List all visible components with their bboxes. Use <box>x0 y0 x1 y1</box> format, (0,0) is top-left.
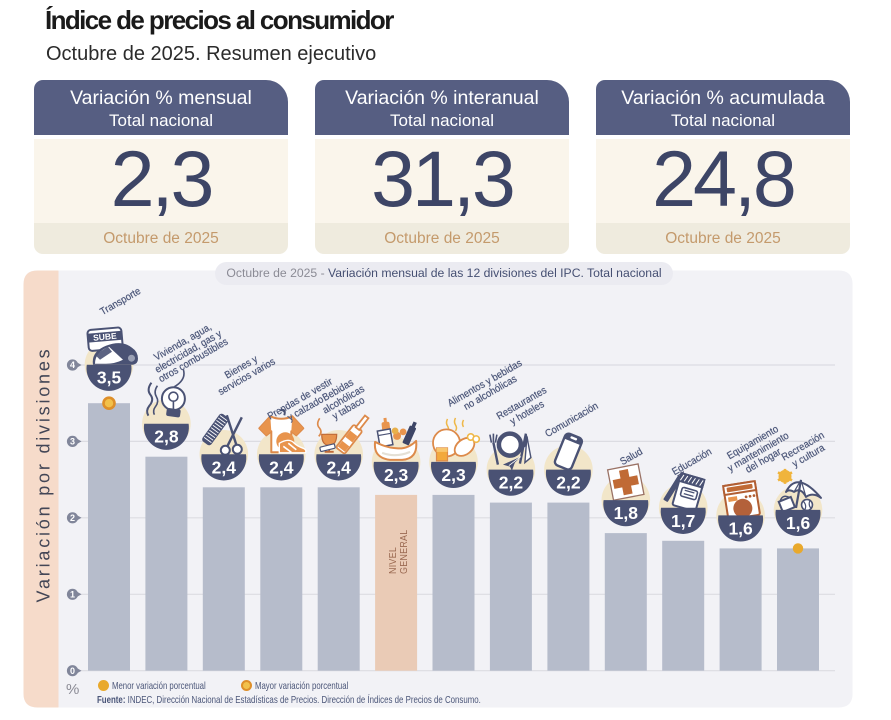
svg-text:1: 1 <box>70 590 75 600</box>
svg-text:2,4: 2,4 <box>212 457 237 477</box>
svg-text:3,5: 3,5 <box>97 368 122 388</box>
svg-text:2,4: 2,4 <box>327 457 352 477</box>
svg-text:2,3: 2,3 <box>384 465 409 485</box>
svg-text:2,3: 2,3 <box>441 465 466 485</box>
svg-text:2,8: 2,8 <box>154 427 179 447</box>
svg-text:2,2: 2,2 <box>556 473 581 493</box>
svg-text:0: 0 <box>70 666 75 676</box>
svg-text:4: 4 <box>70 360 75 370</box>
svg-text:1,7: 1,7 <box>671 511 695 531</box>
svg-text:1,6: 1,6 <box>786 513 811 533</box>
svg-text:2: 2 <box>70 513 75 523</box>
svg-text:2,4: 2,4 <box>269 457 294 477</box>
svg-text:1,6: 1,6 <box>728 518 753 538</box>
svg-text:SUBE: SUBE <box>93 331 118 343</box>
svg-text:3: 3 <box>70 437 75 447</box>
svg-text:1,8: 1,8 <box>614 503 639 523</box>
svg-text:2,2: 2,2 <box>499 473 524 493</box>
